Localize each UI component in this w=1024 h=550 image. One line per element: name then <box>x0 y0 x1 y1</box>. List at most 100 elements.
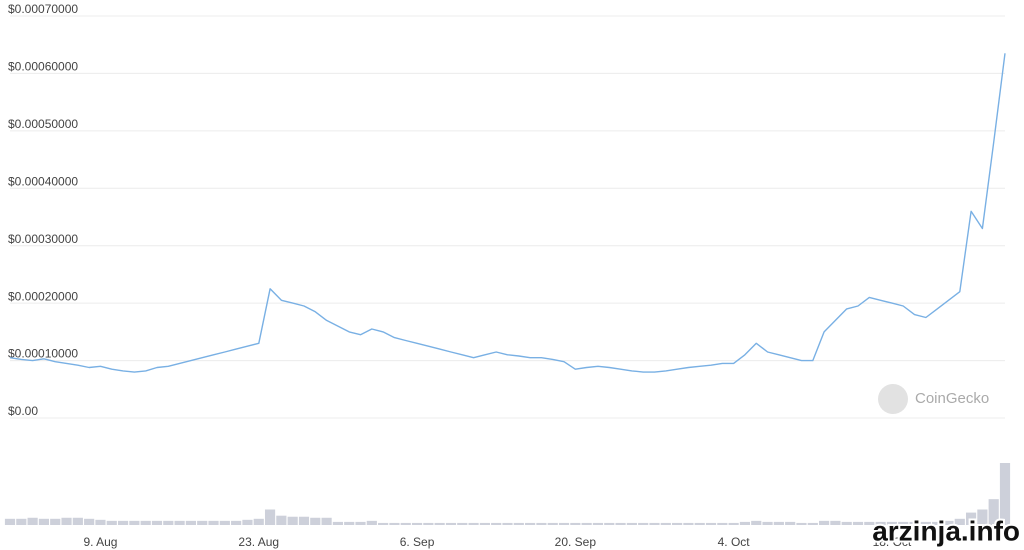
volume-bar <box>242 519 253 525</box>
x-tick-label: 4. Oct <box>718 535 751 549</box>
volume-bar <box>864 521 875 525</box>
volume-bar <box>558 522 570 525</box>
volume-bar <box>332 521 343 525</box>
x-tick-label: 9. Aug <box>83 535 117 549</box>
volume-bar <box>604 522 615 525</box>
volume-bar <box>807 522 818 525</box>
volume-bar <box>988 499 999 525</box>
volume-bar <box>106 520 117 525</box>
volume-bar <box>310 517 321 525</box>
volume-bar <box>638 522 649 525</box>
watermark: CoinGecko <box>915 390 989 407</box>
volume-bar <box>479 522 490 525</box>
volume-bar <box>581 522 592 525</box>
volume-bar <box>355 521 366 525</box>
volume-bar <box>739 521 751 525</box>
volume-bar <box>875 521 886 525</box>
coingecko-logo <box>878 384 908 414</box>
volume-bar <box>389 522 400 525</box>
volume-bar <box>129 520 140 525</box>
volume-bar <box>705 522 717 525</box>
volume-bar <box>366 520 377 525</box>
volume-bar <box>378 522 389 525</box>
volume-bar <box>660 522 671 525</box>
volume-bar <box>434 522 445 525</box>
volume-bar <box>626 522 637 525</box>
volume-bar <box>61 517 72 525</box>
y-tick-label: $0.00020000 <box>8 289 78 303</box>
volume-bar <box>954 518 965 525</box>
volume-bar <box>84 518 95 525</box>
volume-bar <box>547 522 558 525</box>
volume-bar <box>694 522 705 525</box>
volume-bar <box>16 518 27 525</box>
y-tick-label: $0.00030000 <box>8 232 78 246</box>
volume-bar <box>219 520 230 525</box>
volume-bar <box>276 515 287 525</box>
x-tick-label: 20. Sep <box>555 535 597 549</box>
volume-bar <box>592 522 604 525</box>
volume-bar <box>525 522 536 525</box>
site-watermark: arzinja.info <box>872 515 1020 546</box>
x-tick-label: 6. Sep <box>400 535 435 549</box>
volume-bar <box>762 521 773 525</box>
volume-bar <box>491 522 502 525</box>
volume-bar <box>785 521 796 525</box>
volume-bar <box>400 522 411 525</box>
volume-bar <box>208 520 219 525</box>
volume-bar <box>886 521 898 525</box>
y-tick-label: $0.00060000 <box>8 60 78 74</box>
volume-bar <box>717 522 728 525</box>
volume-bar <box>920 521 931 525</box>
volume-bar <box>423 522 434 525</box>
volume-bar <box>841 521 852 525</box>
volume-bar <box>38 518 50 525</box>
volume-bar <box>965 512 977 525</box>
y-tick-label: $0.00050000 <box>8 117 78 131</box>
volume-bar <box>649 522 660 525</box>
y-tick-label: $0.00010000 <box>8 347 78 361</box>
volume-bar <box>231 520 242 525</box>
volume-bar <box>4 518 16 525</box>
y-tick-label: $0.00040000 <box>8 174 78 188</box>
volume-bar <box>117 520 129 525</box>
y-tick-label: $0.00070000 <box>8 2 78 16</box>
volume-bar <box>773 521 784 525</box>
volume-bar <box>50 518 61 525</box>
volume-bar <box>502 522 513 525</box>
volume-bar <box>287 516 298 525</box>
price-line <box>9 53 1006 373</box>
volume-bar <box>27 517 38 525</box>
volume-bar <box>536 522 547 525</box>
volume-bar <box>932 521 943 525</box>
volume-bar <box>830 520 841 525</box>
x-tick-label: 23. Aug <box>238 535 279 549</box>
volume-bar <box>615 522 626 525</box>
volume-bar <box>898 521 909 525</box>
volume-bar <box>253 518 264 525</box>
volume-bar <box>796 522 807 525</box>
volume-bar <box>151 520 163 525</box>
volume-bar <box>140 520 151 525</box>
volume-bar <box>468 522 479 525</box>
volume-bar <box>264 509 276 525</box>
volume-bar <box>457 522 468 525</box>
volume-bar <box>163 520 174 525</box>
volume-bar <box>728 522 739 525</box>
volume-bar <box>751 520 762 525</box>
volume-bar <box>819 520 830 525</box>
volume-bar <box>197 520 208 525</box>
volume-bar <box>185 520 196 525</box>
volume-bar <box>999 463 1011 525</box>
volume-bar <box>411 522 423 525</box>
volume-bar <box>909 521 920 525</box>
volume-bar <box>943 520 954 525</box>
volume-bar <box>683 522 694 525</box>
y-tick-label: $0.00 <box>8 404 38 418</box>
volume-bar <box>321 517 332 525</box>
volume-bar <box>298 516 310 525</box>
volume-bar <box>174 520 185 525</box>
volume-bar <box>445 522 457 525</box>
volume-bar <box>570 522 581 525</box>
